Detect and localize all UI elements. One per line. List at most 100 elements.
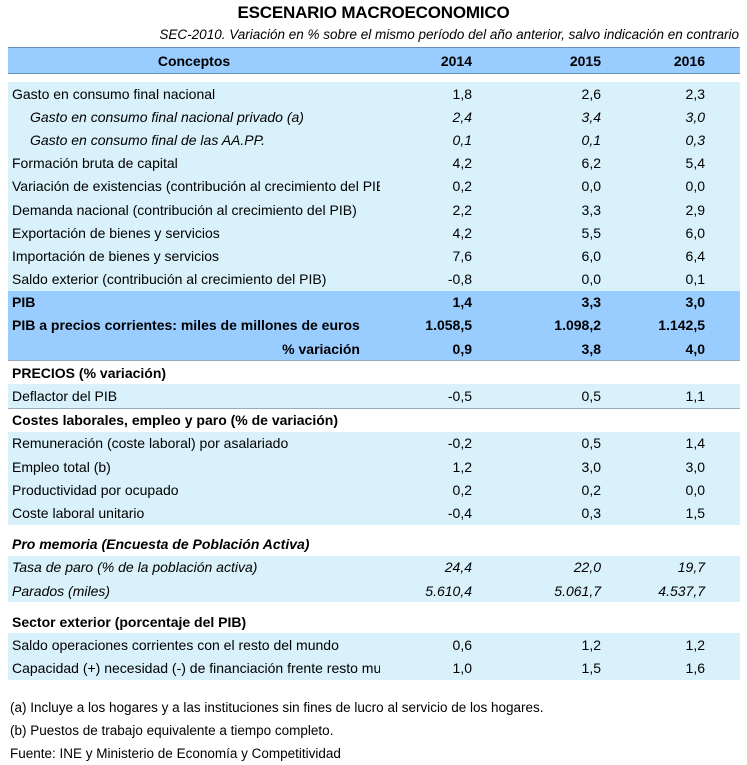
header-2016: 2016 <box>613 47 740 74</box>
row-label: Formación bruta de capital <box>8 151 380 175</box>
table-row: Formación bruta de capital 4,2 6,2 5,4 <box>8 151 740 175</box>
value-2015: 3,8 <box>500 337 613 361</box>
value-2014: -0,8 <box>380 267 500 291</box>
value-2014: -0,2 <box>380 431 500 455</box>
value-2015: 0,0 <box>500 174 613 198</box>
value-2015: 3,3 <box>500 197 613 222</box>
row-label: Saldo operaciones corrientes con el rest… <box>8 633 380 657</box>
row-label: Gasto en consumo final nacional <box>8 82 380 106</box>
value-2015: 5.061,7 <box>500 578 613 603</box>
row-label: Capacidad (+) necesidad (-) de financiac… <box>8 656 380 680</box>
table-row: Gasto en consumo final de las AA.PP. 0,1 0… <box>8 128 740 152</box>
empty-cell <box>500 532 613 556</box>
source-note: Fuente: INE y Ministerio de Economía y C… <box>10 746 341 761</box>
value-2014: 4,2 <box>380 151 500 175</box>
value-2014: 7,6 <box>380 244 500 268</box>
value-2014: 2,2 <box>380 197 500 222</box>
value-2015: 2,6 <box>500 82 613 106</box>
value-2015: 5,5 <box>500 221 613 245</box>
empty-cell <box>380 407 500 432</box>
value-2014: 0,9 <box>380 337 500 361</box>
table-row: Productividad por ocupado 0,2 0,2 0,0 <box>8 478 740 502</box>
value-2016: 0,0 <box>613 174 740 198</box>
section-heading-row: Sector exterior (porcentaje del PIB) <box>8 610 740 634</box>
spacer-row <box>8 524 740 533</box>
header-2015: 2015 <box>500 47 613 74</box>
section-heading-row: Pro memoria (Encuesta de Población Activ… <box>8 532 740 556</box>
empty-cell <box>380 610 500 634</box>
value-2014: 1,8 <box>380 82 500 106</box>
spacer-row <box>8 602 740 611</box>
empty-cell <box>613 360 740 385</box>
table-row: Exportación de bienes y servicios 4,2 5,5 6… <box>8 221 740 245</box>
row-label: PIB a precios corrientes: miles de millo… <box>8 313 380 338</box>
value-2016: 3,0 <box>613 455 740 479</box>
value-2016: 1.142,5 <box>613 313 740 338</box>
value-2016: 6,4 <box>613 244 740 268</box>
empty-cell <box>380 532 500 556</box>
value-2014: 0,2 <box>380 174 500 198</box>
value-2015: 1,5 <box>500 656 613 680</box>
value-2015: 0,5 <box>500 431 613 455</box>
macro-table: Conceptos 2014 2015 2016 Gasto en consum… <box>8 47 740 680</box>
row-label: Coste laboral unitario <box>8 501 380 525</box>
value-2016: 19,7 <box>613 555 740 579</box>
empty-cell <box>500 407 613 432</box>
section-heading: Pro memoria (Encuesta de Población Activ… <box>8 532 380 556</box>
value-2015: 6,0 <box>500 244 613 268</box>
section-heading: Costes laborales, empleo y paro (% de va… <box>8 407 380 432</box>
row-label: Gasto en consumo final nacional privado … <box>8 105 380 129</box>
empty-cell <box>613 407 740 432</box>
value-2016: 4.537,7 <box>613 578 740 603</box>
section-heading-row: Costes laborales, empleo y paro (% de va… <box>8 407 740 432</box>
table-subtitle: SEC-2010. Variación en % sobre el mismo … <box>159 27 739 42</box>
row-label: PIB <box>8 290 380 314</box>
table-row: PIB 1,4 3,3 3,0 <box>8 290 740 314</box>
table-row: Demanda nacional (contribución al crecim… <box>8 197 740 222</box>
value-2016: 0,0 <box>613 478 740 502</box>
value-2016: 0,3 <box>613 128 740 152</box>
value-2016: 1,5 <box>613 501 740 525</box>
value-2015: 0,1 <box>500 128 613 152</box>
row-label: Exportación de bienes y servicios <box>8 221 380 245</box>
value-2014: 1.058,5 <box>380 313 500 338</box>
value-2015: 6,2 <box>500 151 613 175</box>
table-row: Saldo operaciones corrientes con el rest… <box>8 633 740 657</box>
value-2016: 4,0 <box>613 337 740 361</box>
row-label: Importación de bienes y servicios <box>8 244 380 268</box>
footnote-b: (b) Puestos de trabajo equivalente a tie… <box>10 723 334 738</box>
section-heading: PRECIOS (% variación) <box>8 360 380 385</box>
spacer-row <box>8 73 740 82</box>
empty-cell <box>500 610 613 634</box>
table-title: ESCENARIO MACROECONOMICO <box>237 3 510 22</box>
value-2016: 6,0 <box>613 221 740 245</box>
value-2016: 5,4 <box>613 151 740 175</box>
empty-cell <box>500 360 613 385</box>
row-label: Deflactor del PIB <box>8 384 380 409</box>
value-2015: 0,3 <box>500 501 613 525</box>
footnotes: (a) Incluye a los hogares y a las instit… <box>10 696 544 765</box>
value-2016: 1,4 <box>613 431 740 455</box>
table-row: Remuneración (coste laboral) por asalari… <box>8 431 740 455</box>
row-label: Demanda nacional (contribución al crecim… <box>8 197 380 222</box>
value-2014: 1,0 <box>380 656 500 680</box>
value-2015: 1,2 <box>500 633 613 657</box>
value-2014: 0,2 <box>380 478 500 502</box>
empty-cell <box>380 360 500 385</box>
row-label: Productividad por ocupado <box>8 478 380 502</box>
table-row: Gasto en consumo final nacional privado … <box>8 105 740 129</box>
section-heading-row: PRECIOS (% variación) <box>8 360 740 385</box>
value-2015: 0,0 <box>500 267 613 291</box>
value-2014: -0,5 <box>380 384 500 409</box>
value-2015: 0,5 <box>500 384 613 409</box>
table-header-row: Conceptos 2014 2015 2016 <box>8 47 740 74</box>
value-2014: 1,2 <box>380 455 500 479</box>
value-2014: 0,6 <box>380 633 500 657</box>
value-2016: 3,0 <box>613 290 740 314</box>
table-row: Deflactor del PIB -0,5 0,5 1,1 <box>8 384 740 409</box>
value-2016: 0,1 <box>613 267 740 291</box>
value-2016: 1,6 <box>613 656 740 680</box>
header-2014: 2014 <box>380 47 500 74</box>
empty-cell <box>613 532 740 556</box>
